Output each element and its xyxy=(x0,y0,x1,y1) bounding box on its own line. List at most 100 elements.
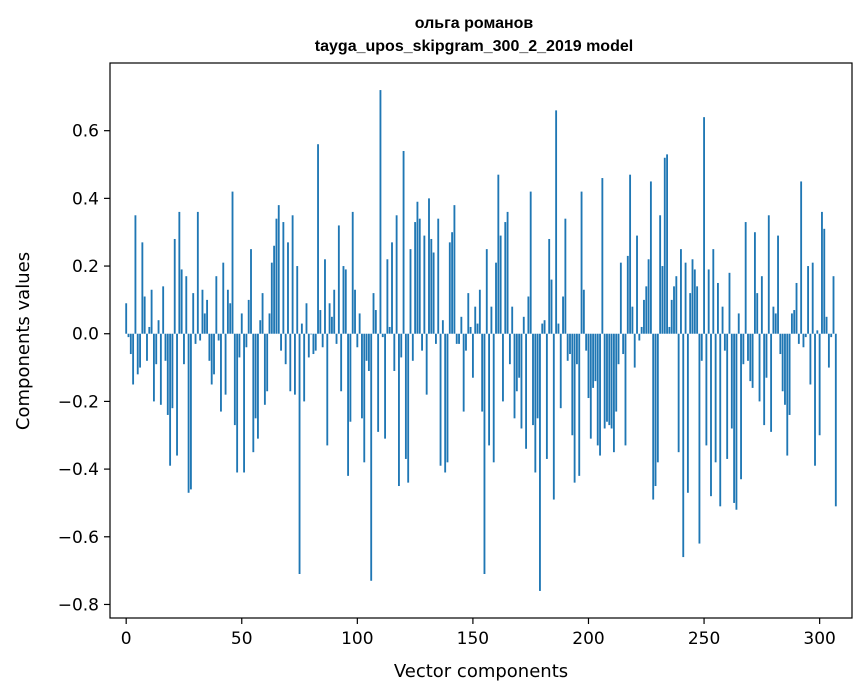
bar-126 xyxy=(416,201,419,334)
bar-35 xyxy=(206,299,209,334)
bar-151 xyxy=(474,306,477,334)
bar-133 xyxy=(432,252,435,334)
bar-267 xyxy=(742,333,745,365)
bar-229 xyxy=(654,333,657,487)
bar-79 xyxy=(307,333,310,358)
bar-257 xyxy=(719,333,722,507)
bar-274 xyxy=(758,333,761,402)
bar-283 xyxy=(779,333,782,355)
bar-116 xyxy=(393,333,396,371)
bar-74 xyxy=(296,266,299,334)
bar-209 xyxy=(608,333,611,426)
bar-128 xyxy=(421,333,423,351)
bar-52 xyxy=(245,333,248,348)
bar-17 xyxy=(164,333,167,361)
bar-265 xyxy=(737,313,740,334)
bar-238 xyxy=(675,276,678,334)
bar-223 xyxy=(640,326,643,334)
bar-136 xyxy=(439,333,442,466)
bar-218 xyxy=(629,174,632,334)
bar-289 xyxy=(793,310,796,334)
bar-188 xyxy=(559,333,562,409)
bar-184 xyxy=(550,279,553,334)
bar-156 xyxy=(485,249,488,334)
bar-205 xyxy=(599,333,601,456)
bar-263 xyxy=(733,333,736,503)
bar-23 xyxy=(178,211,181,334)
bar-159 xyxy=(492,333,495,463)
bar-224 xyxy=(643,299,645,334)
bar-34 xyxy=(203,313,206,334)
bar-76 xyxy=(300,323,303,334)
bar-167 xyxy=(511,306,514,334)
bar-206 xyxy=(601,178,604,334)
bar-71 xyxy=(289,333,292,392)
bar-183 xyxy=(548,238,551,334)
bar-110 xyxy=(379,90,382,334)
bar-176 xyxy=(532,333,534,426)
bar-81 xyxy=(312,333,315,355)
bar-101 xyxy=(358,313,361,334)
bar-285 xyxy=(784,333,786,405)
bar-247 xyxy=(696,286,699,334)
bar-226 xyxy=(647,259,650,334)
bar-132 xyxy=(430,238,433,334)
bar-123 xyxy=(409,249,412,334)
bar-54 xyxy=(250,249,252,334)
bar-7 xyxy=(141,242,144,334)
bar-244 xyxy=(689,293,692,334)
bar-27 xyxy=(187,333,190,493)
bar-111 xyxy=(381,333,384,338)
bar-20 xyxy=(171,333,174,409)
bar-170 xyxy=(518,333,521,378)
bar-36 xyxy=(208,333,211,361)
bar-216 xyxy=(624,333,627,446)
bar-141 xyxy=(451,232,454,334)
bar-83 xyxy=(317,144,319,334)
bar-98 xyxy=(351,211,354,334)
bar-245 xyxy=(691,259,694,334)
bar-41 xyxy=(220,333,222,412)
bar-301 xyxy=(821,211,823,334)
bar-254 xyxy=(712,249,715,334)
bar-130 xyxy=(425,333,428,395)
bar-21 xyxy=(173,238,176,334)
bar-221 xyxy=(636,235,638,334)
bar-147 xyxy=(465,333,467,351)
bar-177 xyxy=(534,333,537,473)
chart-title-line-2: tayga_upos_skipgram_300_2_2019 model xyxy=(315,38,633,55)
bar-129 xyxy=(423,235,426,334)
bar-33 xyxy=(201,289,204,334)
bar-294 xyxy=(804,333,807,338)
bar-12 xyxy=(152,333,155,402)
bar-3 xyxy=(132,333,135,385)
bar-125 xyxy=(414,222,417,334)
bar-199 xyxy=(585,333,588,351)
bar-240 xyxy=(680,249,682,334)
bar-262 xyxy=(730,333,733,429)
bar-142 xyxy=(453,205,456,334)
bar-198 xyxy=(582,289,585,334)
bar-45 xyxy=(229,303,232,334)
bar-275 xyxy=(760,276,763,334)
bar-165 xyxy=(506,211,509,334)
bar-233 xyxy=(663,157,666,334)
bar-14 xyxy=(157,320,160,334)
bar-89 xyxy=(330,316,333,334)
bar-39 xyxy=(215,276,218,334)
bar-149 xyxy=(469,326,472,334)
bar-1 xyxy=(127,333,130,338)
bar-243 xyxy=(686,333,689,493)
bar-47 xyxy=(233,333,236,426)
bar-64 xyxy=(273,245,276,334)
bar-231 xyxy=(659,215,662,334)
bar-152 xyxy=(476,323,479,334)
bar-150 xyxy=(471,333,474,378)
bar-191 xyxy=(566,333,569,361)
bar-169 xyxy=(515,333,518,392)
bar-97 xyxy=(349,333,352,422)
bar-287 xyxy=(788,333,791,415)
bar-195 xyxy=(576,333,578,365)
chart-title-line-1: ольга романов xyxy=(415,15,534,32)
